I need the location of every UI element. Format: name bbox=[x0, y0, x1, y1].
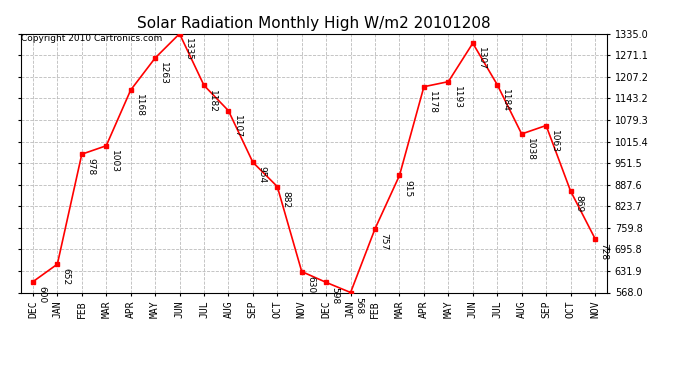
Text: 568: 568 bbox=[355, 297, 364, 314]
Text: 598: 598 bbox=[331, 286, 339, 304]
Text: 630: 630 bbox=[306, 276, 315, 293]
Text: 1003: 1003 bbox=[110, 150, 119, 173]
Text: 954: 954 bbox=[257, 166, 266, 184]
Text: 1193: 1193 bbox=[453, 86, 462, 109]
Text: 1063: 1063 bbox=[550, 130, 560, 153]
Text: 1038: 1038 bbox=[526, 138, 535, 161]
Text: 1307: 1307 bbox=[477, 47, 486, 70]
Text: 1107: 1107 bbox=[233, 115, 241, 138]
Text: 1335: 1335 bbox=[184, 38, 193, 61]
Text: 1168: 1168 bbox=[135, 94, 144, 117]
Text: 1184: 1184 bbox=[502, 89, 511, 112]
Text: 915: 915 bbox=[404, 180, 413, 197]
Text: 1263: 1263 bbox=[159, 62, 168, 85]
Text: 757: 757 bbox=[380, 233, 388, 250]
Text: 652: 652 bbox=[61, 268, 70, 285]
Text: 1182: 1182 bbox=[208, 90, 217, 112]
Title: Solar Radiation Monthly High W/m2 20101208: Solar Radiation Monthly High W/m2 201012… bbox=[137, 16, 491, 31]
Text: Copyright 2010 Cartronics.com: Copyright 2010 Cartronics.com bbox=[21, 34, 162, 43]
Text: 600: 600 bbox=[37, 286, 46, 303]
Text: 728: 728 bbox=[599, 243, 608, 260]
Text: 882: 882 bbox=[282, 191, 290, 208]
Text: 978: 978 bbox=[86, 158, 95, 176]
Text: 869: 869 bbox=[575, 195, 584, 212]
Text: 1178: 1178 bbox=[428, 91, 437, 114]
